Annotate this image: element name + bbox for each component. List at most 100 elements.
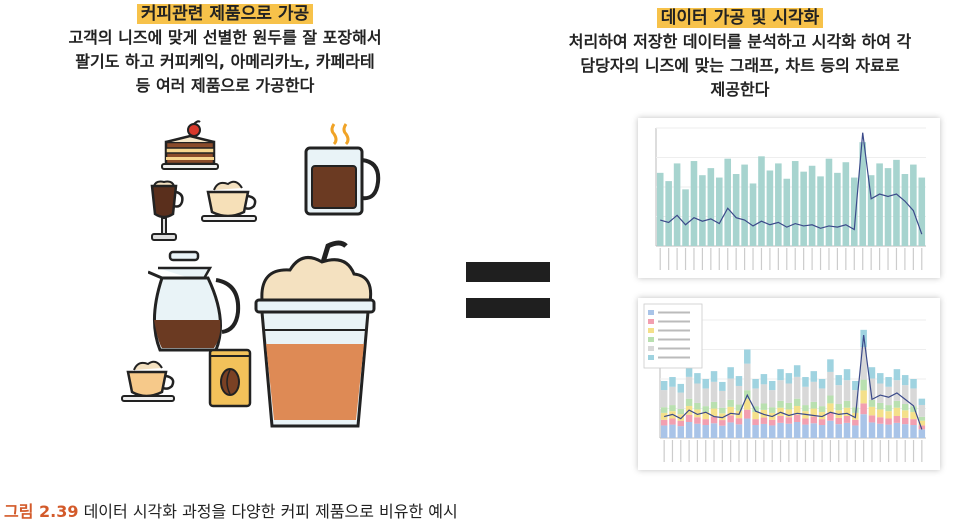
- bar-segment: [719, 390, 726, 408]
- bar: [724, 158, 732, 246]
- coffee-bean-bag-icon: [208, 348, 252, 408]
- bar: [850, 177, 858, 246]
- bar-segment: [702, 419, 709, 426]
- bar-segment: [727, 378, 734, 400]
- bar-segment: [777, 400, 784, 408]
- bar: [876, 163, 883, 246]
- bar-segment: [768, 380, 776, 391]
- bar-segment: [843, 380, 851, 401]
- bar-segment: [793, 421, 801, 438]
- bar: [808, 165, 816, 246]
- bar-segment: [877, 409, 884, 418]
- bar-segment: [785, 409, 793, 418]
- right-desc-line-2: 담당자의 니즈에 맞는 그래프, 차트 등의 자료로: [580, 56, 900, 75]
- bar-segment: [910, 425, 917, 438]
- bar-segment: [793, 376, 801, 399]
- bar-segment: [843, 369, 851, 381]
- bar-segment: [752, 419, 759, 426]
- left-desc-line-2: 팔기도 하고 커피케익, 아메리카노, 카페라테: [75, 52, 375, 71]
- bar-segment: [677, 392, 685, 409]
- bar-segment: [802, 386, 809, 406]
- right-desc-line-3: 제공한다: [710, 80, 770, 99]
- bar-segment: [669, 386, 676, 406]
- bar-segment: [744, 349, 751, 364]
- figure-caption: 그림 2.39 데이터 시각화 과정을 다양한 커피 제품으로 비유한 예시: [4, 498, 458, 522]
- bar-segment: [835, 385, 842, 405]
- bar-segment: [793, 405, 801, 415]
- bar-segment: [802, 424, 809, 438]
- bar-segment: [810, 423, 818, 438]
- bar-segment: [893, 400, 901, 408]
- bar-segment: [752, 379, 759, 389]
- bar-segment: [677, 383, 685, 393]
- bar-segment: [843, 407, 851, 416]
- stacked-bar-chart-2: [638, 298, 940, 470]
- left-desc-line-1: 고객의 니즈에 맞게 선별한 원두를 잘 포장해서: [68, 28, 382, 47]
- bar-segment: [702, 412, 709, 420]
- bar-segment: [901, 404, 909, 411]
- bar-segment: [818, 406, 826, 413]
- bar: [732, 174, 740, 246]
- bar-segment: [852, 425, 859, 438]
- bar-segment: [710, 381, 718, 402]
- bar-segment: [694, 373, 701, 384]
- bar: [884, 168, 892, 246]
- bar-segment: [835, 375, 842, 386]
- bar-segment: [860, 347, 867, 380]
- bar-segment: [727, 422, 734, 438]
- bar-segment: [660, 425, 668, 438]
- bar-segment: [868, 378, 876, 400]
- bar: [893, 159, 900, 246]
- bar: [682, 189, 689, 246]
- right-heading: 데이터 가공 및 시각화 처리하여 저장한 데이터를 분석하고 시각화 하여 각…: [520, 6, 960, 102]
- bar-segment: [685, 398, 693, 406]
- bar-segment: [843, 422, 851, 438]
- bar: [749, 183, 757, 246]
- bar-segment: [802, 405, 809, 412]
- coffee-mug-icon: [304, 123, 381, 216]
- bar-segment: [694, 383, 701, 403]
- bar-segment: [901, 417, 909, 425]
- bar-segment: [727, 415, 734, 423]
- bar-segment: [835, 417, 842, 425]
- bar-segment: [918, 404, 926, 417]
- bar: [673, 163, 681, 246]
- bar-segment: [860, 390, 867, 404]
- bar-segment: [777, 369, 784, 381]
- left-heading: 커피관련 제품으로 가공 고객의 니즈에 맞게 선별한 원두를 잘 포장해서 팔…: [20, 2, 430, 98]
- bar: [783, 178, 791, 246]
- cappuccino-cup-icon: [201, 180, 257, 222]
- bar-segment: [669, 418, 676, 425]
- bar-segment: [893, 369, 901, 381]
- bar-segment: [660, 390, 668, 408]
- series-line: [660, 132, 923, 235]
- bar: [791, 161, 799, 246]
- bar-segment: [727, 406, 734, 416]
- bar-segment: [901, 424, 909, 438]
- bar: [707, 168, 715, 246]
- bar-segment: [810, 381, 818, 402]
- bar-segment: [810, 416, 818, 424]
- bar-segment: [877, 402, 884, 410]
- bar-segment: [885, 405, 892, 412]
- bar-segment: [818, 412, 826, 420]
- bar: [910, 164, 917, 246]
- legend-swatch: [648, 346, 654, 351]
- bar-segment: [685, 365, 693, 377]
- bar-segment: [793, 365, 801, 377]
- bar-segment: [893, 380, 901, 401]
- bar-segment: [685, 421, 693, 438]
- bar-segment: [669, 377, 676, 387]
- bar-segment: [719, 425, 726, 438]
- bar-segment: [810, 401, 818, 409]
- bar: [656, 172, 664, 246]
- bar-segment: [752, 412, 759, 420]
- bar: [825, 158, 833, 246]
- bar-segment: [744, 418, 751, 438]
- bar-segment: [901, 385, 909, 405]
- bar-segment: [868, 415, 876, 423]
- bar-segment: [768, 425, 776, 438]
- bar-segment: [793, 398, 801, 406]
- bar-segment: [802, 377, 809, 387]
- legend-swatch: [648, 310, 654, 315]
